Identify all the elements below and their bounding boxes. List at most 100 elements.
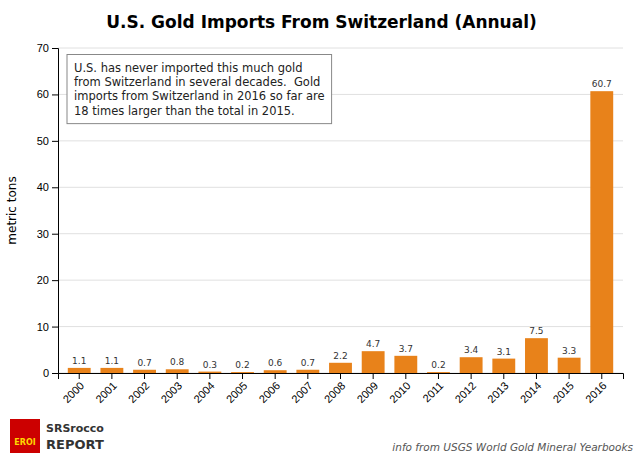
y-tick-mark <box>52 187 58 188</box>
data-label: 0.7 <box>137 358 151 368</box>
annotation-line: from Switzerland in several decades. Gol… <box>74 75 320 89</box>
x-tick-label: 2000 <box>60 379 86 405</box>
x-tick-mark <box>601 373 602 379</box>
data-label: 3.7 <box>399 344 413 354</box>
y-tick-label: 0 <box>43 367 49 379</box>
data-label: 0.6 <box>268 358 283 368</box>
data-label: 7.5 <box>529 326 543 336</box>
y-tick-label: 50 <box>37 135 49 147</box>
x-tick: 2010 <box>387 373 413 405</box>
data-label: 2.2 <box>333 351 347 361</box>
bars <box>68 91 613 373</box>
x-tick-mark <box>405 373 406 379</box>
x-tick: 2009 <box>354 373 380 405</box>
x-tick: 2012 <box>452 373 478 405</box>
data-label: 0.7 <box>301 358 315 368</box>
x-tick: 2002 <box>126 373 152 405</box>
title: U.S. Gold Imports From Switzerland (Annu… <box>106 12 537 32</box>
bar <box>590 91 613 373</box>
x-tick-label: 2012 <box>452 379 478 405</box>
x-axis: 2000 2001 20022003 2004 20052006 2007 20082009… <box>59 373 624 405</box>
y-tick-label: 30 <box>37 228 49 240</box>
bar <box>362 351 385 373</box>
x-tick-label: 2007 <box>289 379 315 405</box>
bar <box>460 357 483 373</box>
annotation: U.S. has never imported this much goldfr… <box>67 55 332 124</box>
x-tick-label: 2005 <box>224 379 250 405</box>
x-tick-mark <box>177 373 178 379</box>
x-tick: 2001 <box>93 373 119 405</box>
x-tick: 2014 <box>518 373 544 405</box>
y-tick: 60 <box>37 88 58 100</box>
x-tick-mark <box>275 373 276 379</box>
x-tick-label: 2006 <box>256 379 282 405</box>
x-tick: 2005 <box>224 373 250 405</box>
x-tick-label: 2016 <box>583 379 609 405</box>
x-tick-mark <box>340 373 341 379</box>
y-tick-label: 70 <box>37 42 49 54</box>
grid-line <box>58 140 623 141</box>
logo-subname: REPORT <box>46 437 104 452</box>
y-axis: 0 10 20 30 40 50 60 70 <box>37 42 59 379</box>
x-tick-label: 2013 <box>485 379 511 405</box>
x-tick: 2008 <box>322 373 348 405</box>
chart: 0102030405060702000200120022003200420052… <box>0 0 643 461</box>
x-tick-label: 2014 <box>518 379 544 405</box>
x-tick-label: 2001 <box>93 379 119 405</box>
y-tick: 10 <box>37 321 58 333</box>
x-tick-mark <box>209 373 210 379</box>
x-tick-label: 2004 <box>191 379 217 405</box>
data-label: 0.2 <box>431 360 445 370</box>
annotation-line: imports from Switzerland in 2016 so far … <box>74 89 325 103</box>
bar <box>492 359 515 373</box>
bar <box>296 370 319 373</box>
bar <box>166 369 189 373</box>
x-tick: 2004 <box>191 373 217 405</box>
x-tick: 2006 <box>256 373 282 405</box>
x-tick-mark <box>242 373 243 379</box>
data-label: 3.1 <box>497 347 511 357</box>
logo-name: SRSrocco <box>46 422 104 435</box>
data-label: 0.8 <box>170 357 185 367</box>
annotation-text: U.S. has never imported this much goldfr… <box>74 61 325 118</box>
y-tick: 30 <box>37 228 58 240</box>
x-tick-mark <box>144 373 145 379</box>
bar <box>68 368 91 373</box>
annotation-line: 18 times larger than the total in 2015. <box>74 104 295 118</box>
x-tick: 2011 <box>420 373 445 405</box>
y-tick: 20 <box>37 274 58 286</box>
y-axis-title: metric tons <box>5 176 19 244</box>
bar <box>133 370 156 373</box>
x-tick-label: 2003 <box>158 379 184 405</box>
x-tick-mark <box>471 373 472 379</box>
bar <box>231 372 254 373</box>
logo-box <box>10 419 40 453</box>
y-tick: 40 <box>37 181 58 193</box>
y-tick-mark <box>52 373 58 374</box>
grid-line <box>58 48 623 49</box>
y-tick: 0 <box>43 367 58 379</box>
x-tick-mark <box>569 373 570 379</box>
x-tick-mark <box>373 373 374 379</box>
data-label: 3.4 <box>464 345 479 355</box>
x-tick: 2015 <box>550 373 576 405</box>
grid-line <box>58 233 623 234</box>
data-label: 3.3 <box>562 346 576 356</box>
bar <box>264 370 287 373</box>
logo: EROISRSroccoREPORT <box>10 419 104 453</box>
annotation-line: U.S. has never imported this much gold <box>74 61 303 75</box>
y-tick-label: 10 <box>37 321 49 333</box>
bar <box>525 338 548 373</box>
y-tick-mark <box>52 234 58 235</box>
x-tick: 2000 <box>60 373 86 405</box>
x-tick-mark <box>79 373 80 379</box>
bar <box>100 368 123 373</box>
grid-line <box>58 280 623 281</box>
x-tick-label: 2008 <box>322 379 348 405</box>
x-tick-mark <box>536 373 537 379</box>
x-axis-line <box>59 374 624 380</box>
x-tick: 2016 <box>583 373 609 405</box>
x-tick-mark <box>111 373 112 379</box>
bar <box>394 356 417 373</box>
x-tick: 2013 <box>485 373 511 405</box>
